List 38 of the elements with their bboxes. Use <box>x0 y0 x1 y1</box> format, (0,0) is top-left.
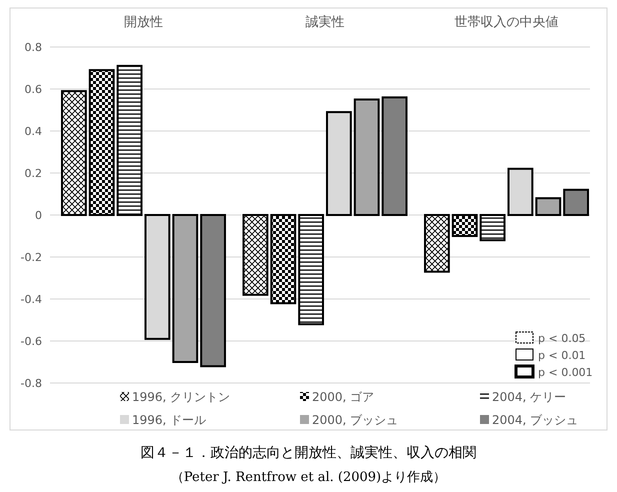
legend-label: 1996, ドール <box>132 413 206 428</box>
bar <box>452 214 478 237</box>
bar <box>535 197 562 216</box>
bar <box>354 98 380 216</box>
y-tick-label: 0.8 <box>24 40 42 54</box>
legend-label: 2000, ブッシュ <box>312 413 398 428</box>
x-tick-label: 誠実性 <box>306 14 344 30</box>
bar <box>172 214 198 363</box>
bar <box>116 64 142 216</box>
annotation: p < 0.01 <box>538 348 586 362</box>
y-tick-label: -0.6 <box>20 334 42 348</box>
bar <box>424 214 450 273</box>
legend-label: 1996, クリントン <box>132 390 230 404</box>
text: （Peter J. Rentfrow et al. (2009)より作成） <box>170 470 446 485</box>
annotation: p < 0.001 <box>538 366 593 379</box>
y-tick-label: 0 <box>35 208 42 222</box>
y-tick-label: 0.2 <box>24 166 42 180</box>
bar <box>270 214 296 304</box>
bar <box>382 96 408 216</box>
legend-label: 2000, ゴア <box>312 390 374 404</box>
y-tick-label: -0.4 <box>20 292 42 306</box>
y-tick-label: 0.6 <box>24 82 42 96</box>
y-tick-label: -0.2 <box>20 250 42 264</box>
legend-label: 2004, ケリー <box>492 390 566 404</box>
y-tick-label: -0.8 <box>20 376 42 390</box>
bar <box>298 214 324 326</box>
bar <box>200 214 226 368</box>
x-tick-label: 世帯収入の中央値 <box>454 15 559 30</box>
bar <box>88 69 115 216</box>
text: 図４－１．政治的志向と開放性、誠実性、収入の相関 <box>140 445 476 461</box>
legend-label: 2004, ブッシュ <box>492 413 578 428</box>
bar <box>480 214 506 242</box>
bar <box>242 214 268 296</box>
y-tick-label: 0.4 <box>24 124 42 138</box>
x-tick-label: 開放性 <box>124 15 163 30</box>
bar <box>61 90 87 216</box>
bar <box>563 188 589 216</box>
annotation: p < 0.05 <box>538 332 586 345</box>
